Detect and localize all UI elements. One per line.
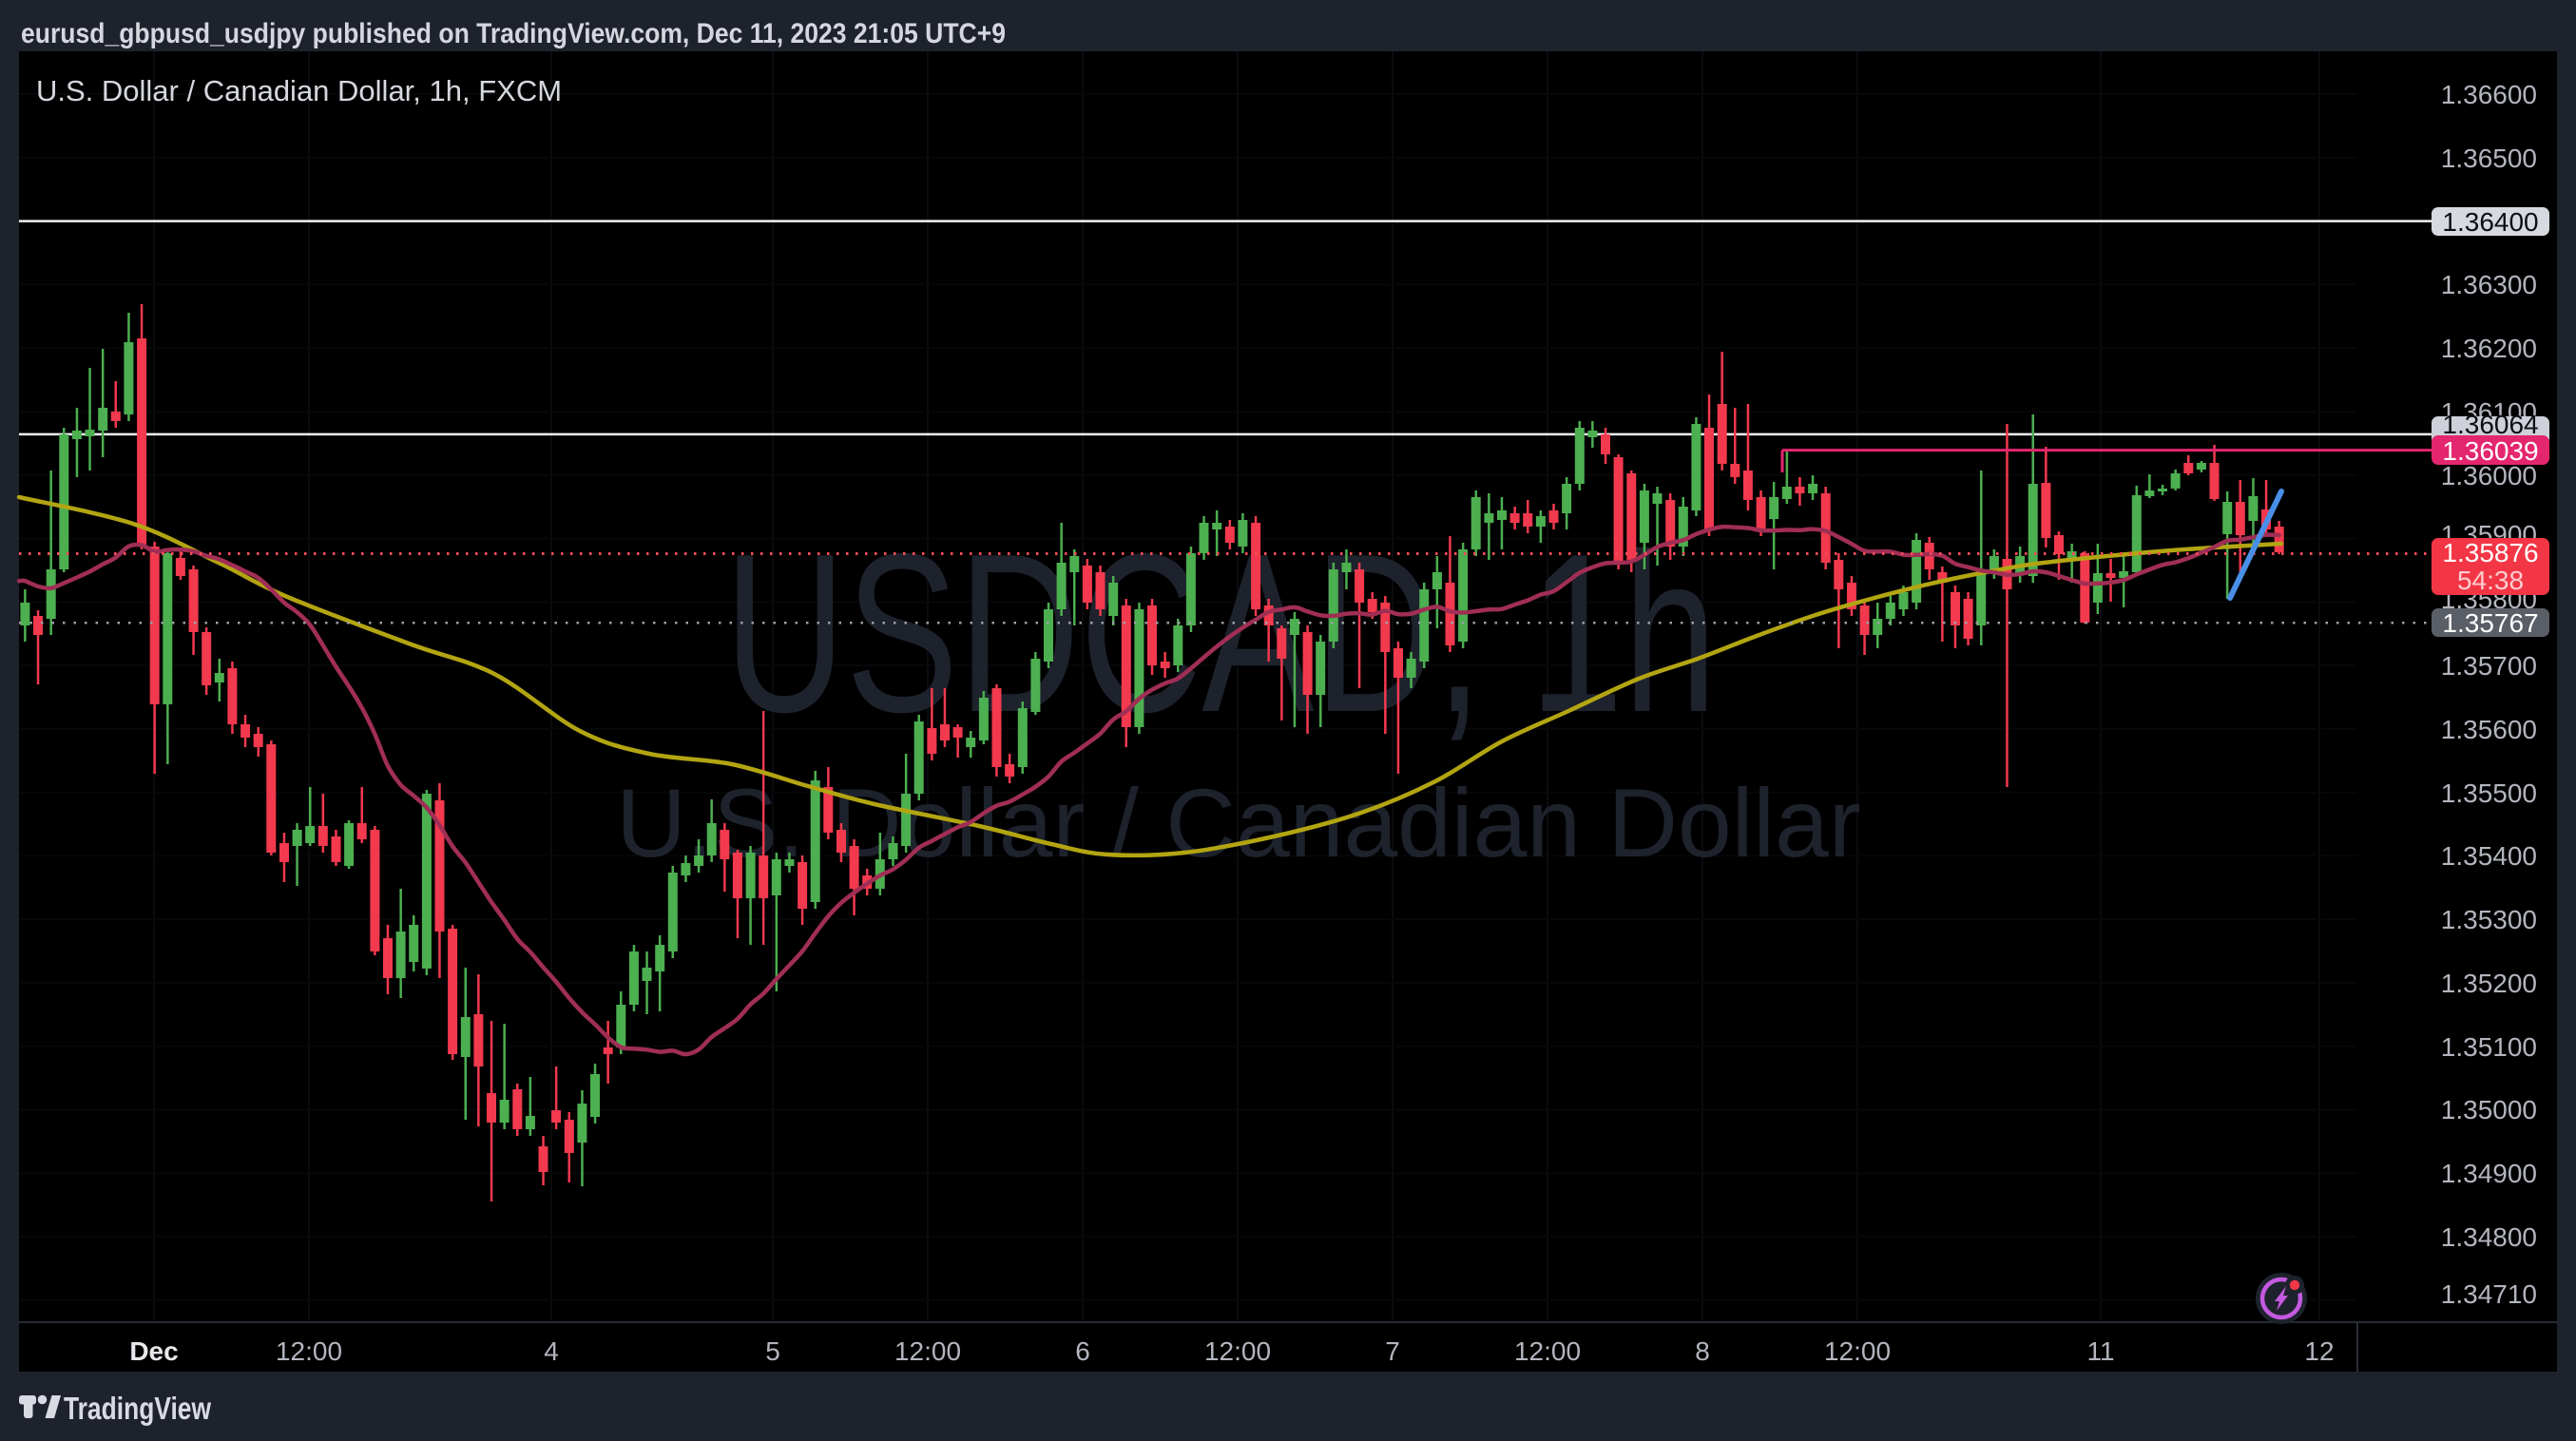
svg-text:U.S. Dollar / Canadian Dollar,: U.S. Dollar / Canadian Dollar, 1h, FXCM xyxy=(36,74,562,107)
svg-text:1.35100: 1.35100 xyxy=(2441,1032,2537,1062)
svg-text:1.35876: 1.35876 xyxy=(2442,538,2538,567)
svg-text:TradingView: TradingView xyxy=(64,1392,212,1426)
svg-text:11: 11 xyxy=(2086,1336,2114,1366)
svg-text:1.35600: 1.35600 xyxy=(2441,715,2537,744)
svg-text:Dec: Dec xyxy=(129,1336,178,1366)
svg-text:12:00: 12:00 xyxy=(1204,1336,1271,1366)
svg-text:1.36039: 1.36039 xyxy=(2442,436,2538,466)
svg-text:8: 8 xyxy=(1695,1336,1710,1366)
svg-text:12:00: 12:00 xyxy=(276,1336,342,1366)
svg-text:1.35700: 1.35700 xyxy=(2441,651,2537,681)
svg-text:12:00: 12:00 xyxy=(894,1336,961,1366)
svg-text:1.35400: 1.35400 xyxy=(2441,841,2537,871)
svg-text:7: 7 xyxy=(1385,1336,1400,1366)
svg-text:1.36600: 1.36600 xyxy=(2441,80,2537,109)
svg-text:USDCAD, 1h: USDCAD, 1h xyxy=(724,508,1717,759)
svg-text:1.36500: 1.36500 xyxy=(2441,144,2537,173)
svg-text:12:00: 12:00 xyxy=(1514,1336,1581,1366)
svg-text:1.36400: 1.36400 xyxy=(2442,207,2538,237)
svg-text:1.35767: 1.35767 xyxy=(2442,608,2538,638)
svg-text:eurusd_gbpusd_usdjpy published: eurusd_gbpusd_usdjpy published on Tradin… xyxy=(21,18,1006,50)
svg-text:1.34800: 1.34800 xyxy=(2441,1222,2537,1252)
svg-text:4: 4 xyxy=(544,1336,559,1366)
svg-text:1.35500: 1.35500 xyxy=(2441,778,2537,808)
svg-text:1.34900: 1.34900 xyxy=(2441,1159,2537,1188)
svg-text:1.36300: 1.36300 xyxy=(2441,270,2537,299)
svg-text:1.36200: 1.36200 xyxy=(2441,334,2537,363)
svg-text:1.34710: 1.34710 xyxy=(2441,1279,2537,1309)
svg-text:1.35000: 1.35000 xyxy=(2441,1095,2537,1124)
svg-text:54:38: 54:38 xyxy=(2457,566,2524,595)
svg-text:12:00: 12:00 xyxy=(1824,1336,1891,1366)
svg-text:5: 5 xyxy=(765,1336,780,1366)
svg-text:1.35200: 1.35200 xyxy=(2441,969,2537,998)
svg-text:1.36000: 1.36000 xyxy=(2441,461,2537,490)
svg-text:1.36064: 1.36064 xyxy=(2442,410,2538,439)
svg-text:1.35300: 1.35300 xyxy=(2441,905,2537,934)
svg-text:12: 12 xyxy=(2304,1336,2334,1366)
svg-text:6: 6 xyxy=(1075,1336,1090,1366)
